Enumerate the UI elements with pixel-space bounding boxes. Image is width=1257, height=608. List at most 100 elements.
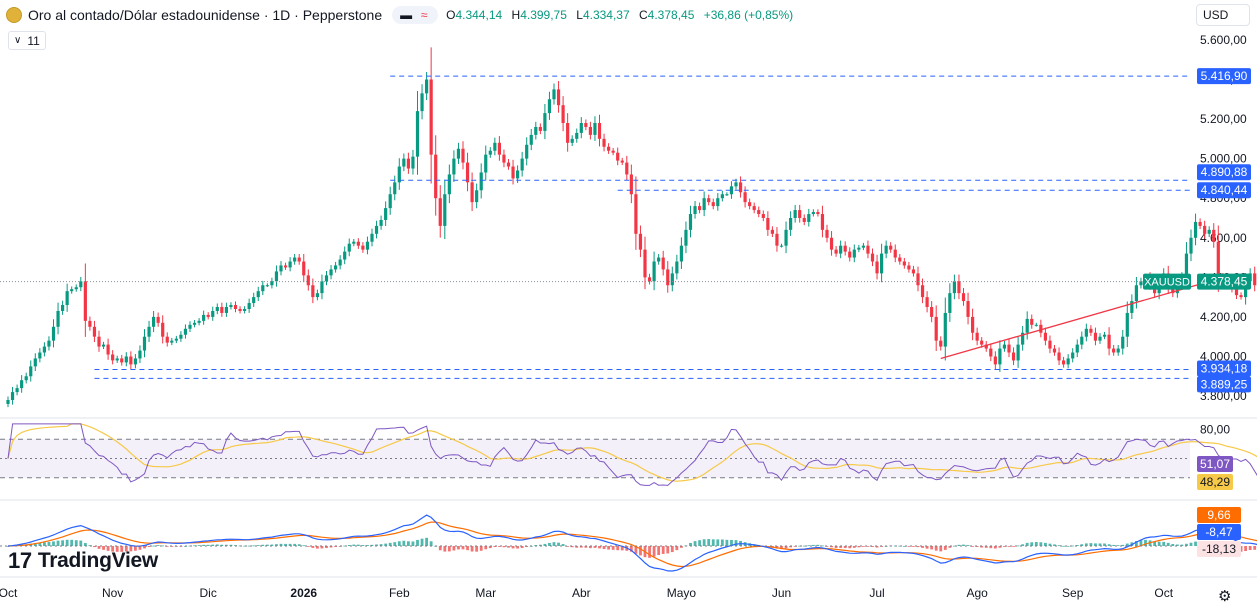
candle-body <box>406 158 410 169</box>
macd-histogram-bar <box>420 538 424 546</box>
candle-body <box>1239 295 1243 298</box>
candle-body <box>566 123 570 143</box>
candle-body <box>1075 344 1079 353</box>
macd-histogram-bar <box>261 544 265 546</box>
x-tick-label: Feb <box>389 586 410 600</box>
macd-histogram-bar <box>475 546 479 552</box>
open-key: O <box>446 8 456 22</box>
currency-selector[interactable]: USD <box>1196 4 1250 26</box>
x-tick-label: Sep <box>1062 586 1084 600</box>
macd-histogram-bar <box>907 546 911 547</box>
candle-body <box>120 358 124 363</box>
candle-body <box>584 123 588 127</box>
macd-histogram-bar <box>834 546 838 548</box>
candle-body <box>802 217 806 222</box>
macd-histogram-bar <box>925 546 929 549</box>
macd-histogram-bar <box>943 546 947 550</box>
macd-histogram-bar <box>1185 543 1188 546</box>
candle-body <box>92 326 97 337</box>
macd-histogram-bar <box>343 545 347 547</box>
candle-body <box>556 89 561 106</box>
price-level-label: 4.840,44 <box>1201 183 1248 197</box>
macd-histogram-bar <box>33 543 37 546</box>
candle-body <box>1212 229 1216 242</box>
macd-histogram-bar <box>197 545 201 546</box>
candle-body <box>793 210 797 218</box>
candle-body <box>302 261 306 276</box>
gear-icon[interactable]: ⚙ <box>1218 588 1232 605</box>
high-key: H <box>511 8 521 22</box>
candle-body <box>379 219 383 226</box>
macd-histogram-bar <box>520 546 524 549</box>
macd-value-tag <box>1197 541 1241 557</box>
wave-icon[interactable]: ≈ <box>420 8 428 22</box>
macd-histogram-bar <box>1089 543 1093 546</box>
macd-histogram-bar <box>70 539 74 546</box>
macd-histogram-bar <box>493 546 497 547</box>
candle-body <box>506 162 511 167</box>
candle-body <box>839 245 843 254</box>
macd-histogram-bar <box>88 545 92 546</box>
candle-body <box>652 261 656 282</box>
candle-body <box>984 344 988 349</box>
macd-histogram-bar <box>429 541 433 546</box>
macd-histogram-bar <box>953 545 956 547</box>
macd-histogram-bar <box>525 546 529 548</box>
candle-body <box>1016 344 1020 361</box>
macd-histogram-bar <box>124 546 128 552</box>
candle-body <box>434 154 438 199</box>
symbol-label: XAUUSD <box>1144 277 1190 289</box>
macd-histogram-bar <box>1071 545 1075 547</box>
candle-body <box>6 400 10 404</box>
candle-body <box>534 126 538 135</box>
candle-body <box>611 150 615 153</box>
candle-body <box>738 182 743 193</box>
macd-histogram-bar <box>784 546 788 549</box>
indicators-toggle[interactable]: ∨ 11 <box>8 31 46 50</box>
candle-body <box>497 142 501 155</box>
candle-body <box>170 340 174 343</box>
macd-histogram-bar <box>1175 544 1179 546</box>
macd-histogram-bar <box>611 546 615 550</box>
macd-histogram-bar <box>1189 542 1193 546</box>
candle-body <box>1048 340 1052 349</box>
chevron-down-icon: ∨ <box>14 35 22 46</box>
candle-body <box>666 269 670 286</box>
candle-body <box>1043 332 1047 341</box>
macd-histogram-bar <box>957 544 961 546</box>
macd-histogram-bar <box>65 539 69 546</box>
macd-histogram-bar <box>639 546 642 556</box>
macd-histogram-bar <box>702 539 706 546</box>
candle-body <box>388 194 392 209</box>
macd-histogram-bar <box>129 546 133 552</box>
candle-body <box>265 285 269 287</box>
macd-histogram-bar <box>447 546 451 552</box>
candle-body <box>857 247 861 250</box>
candle-body <box>657 257 661 262</box>
candle-body <box>15 388 19 393</box>
candle-body <box>516 170 520 179</box>
candle-body <box>948 293 952 313</box>
macd-value-label: -18,13 <box>1202 542 1236 556</box>
candle-body <box>101 344 106 347</box>
macd-histogram-bar <box>1098 543 1102 546</box>
macd-histogram-bar <box>675 546 679 551</box>
tradingview-logo: 17 TradingView <box>8 548 158 574</box>
y-tick-label: 4.000,00 <box>1200 349 1247 363</box>
candle-body <box>51 326 56 341</box>
series-toggle[interactable]: ▬ ≈ <box>392 6 439 24</box>
candle-body <box>884 245 888 254</box>
candle-body <box>470 182 474 203</box>
macd-histogram-bar <box>516 546 519 549</box>
candle-body <box>279 265 283 272</box>
macd-histogram-bar <box>106 546 110 551</box>
macd-histogram-bar <box>134 546 137 551</box>
macd-histogram-bar <box>948 546 952 548</box>
symbol-title[interactable]: Oro al contado/Dólar estadounidense · 1D… <box>28 7 383 23</box>
minus-icon[interactable]: ▬ <box>400 8 413 22</box>
candle-body <box>1107 334 1111 349</box>
macd-histogram-bar <box>243 545 246 547</box>
macd-histogram-bar <box>1112 544 1116 546</box>
candle-body <box>907 265 911 270</box>
